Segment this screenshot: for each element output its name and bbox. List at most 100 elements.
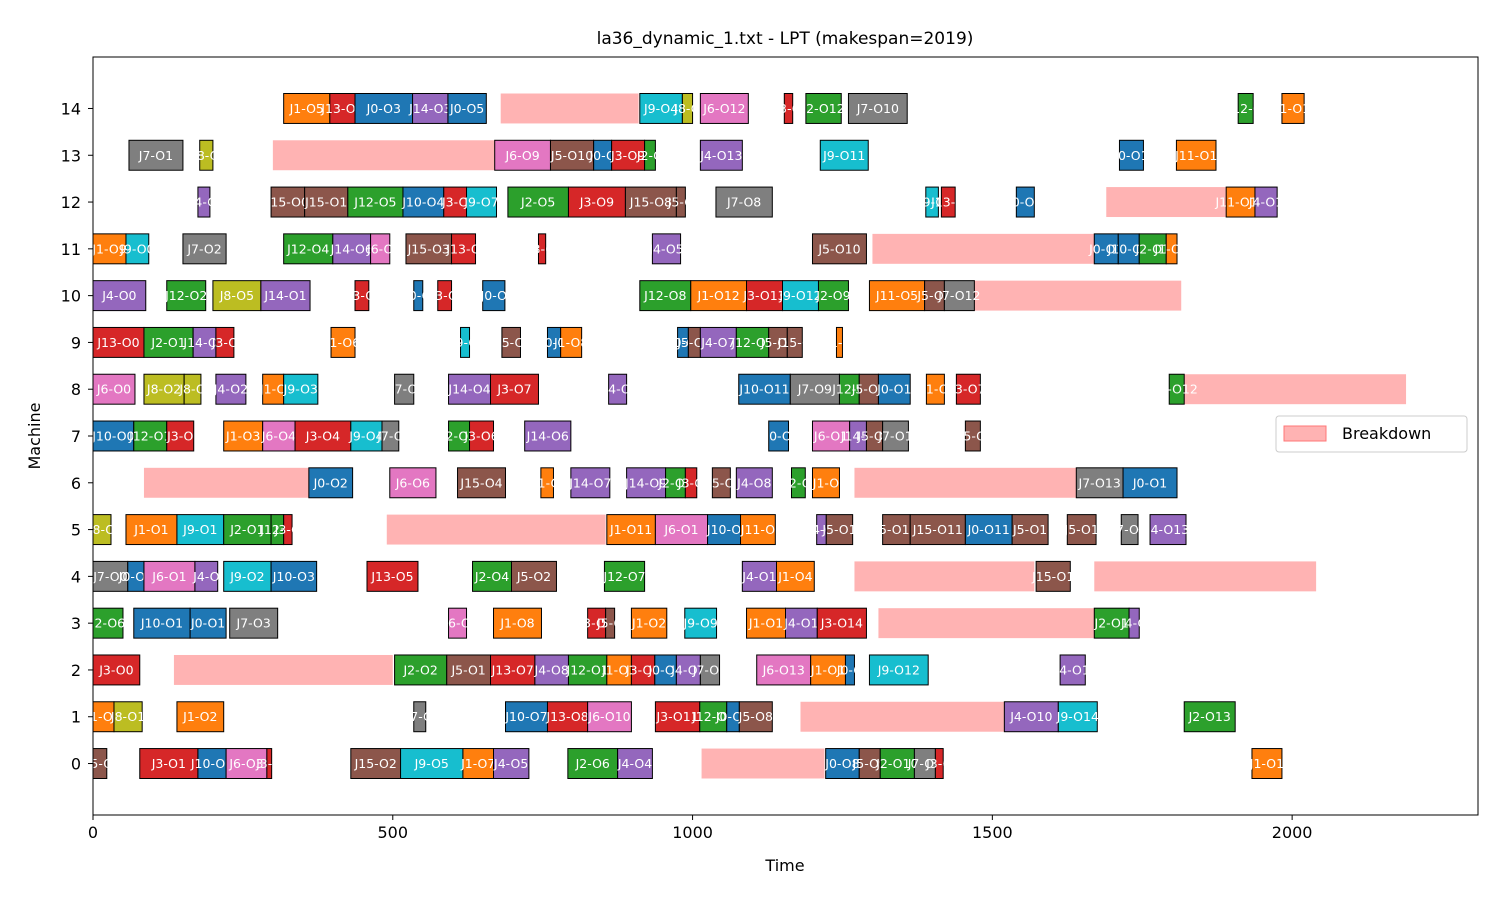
operation-label: J8-O [192,148,219,163]
operation-label: J6-O12 [702,101,745,116]
operation-label: J1-O [533,475,560,490]
operation-bar [882,420,909,452]
operation-bar [738,701,773,733]
operation-bar [567,186,626,218]
operation-bar [143,373,185,405]
operation-label: J4-O2 [213,382,248,397]
operation-label: J15-O2 [354,756,397,771]
operation-label: J4-O [1120,616,1147,631]
operation-bar [223,514,272,546]
y-tick-label: 9 [71,333,81,352]
operation-bar [639,92,683,124]
operation-bar [630,607,668,639]
operation-bar [133,607,191,639]
operation-label: J2-O [636,148,663,163]
breakdown-bar [878,608,1095,639]
operation-bar [223,420,264,452]
operation-label: J6-O [443,616,470,631]
operation-bar [176,514,225,546]
operation-label: J6-O6 [395,475,430,490]
operation-bar [92,326,145,358]
operation-bar [283,233,334,265]
operation-bar [1011,514,1049,546]
operation-label: J5-O7 [916,288,951,303]
operation-bar [810,654,846,686]
operation-label: J13-O5 [370,569,413,584]
operation-label: J5-O10 [874,522,917,537]
operation-bar [811,420,851,452]
chart-title: la36_dynamic_1.txt - LPT (makespan=2019) [597,29,974,49]
y-tick-label: 12 [61,193,81,212]
operation-bar [684,467,698,499]
operation-label: J13-O3 [320,101,363,116]
operation-label: J6-O1 [663,522,698,537]
operation-label: J6-O0 [96,382,131,397]
operation-bar [451,233,477,265]
operation-bar [294,420,352,452]
operation-label: J13-O7 [491,662,534,677]
operation-label: J5-O9 [760,335,795,350]
operation-bar [868,280,926,312]
operation-label: J5-O1 [821,522,856,537]
operation-bar [964,420,981,452]
operation-bar [603,560,646,592]
operation-bar [197,186,211,218]
x-tick-label: 2000 [1272,823,1313,842]
operation-bar [1118,139,1144,171]
operation-label: J12-O4 [286,241,329,256]
operation-label: J4-O1 [741,569,776,584]
operation-label: J5-O [959,429,986,444]
operation-label: J7-O1 [138,148,173,163]
operation-label: J10-O0 [91,429,134,444]
operation-label: J0-O8 [824,756,859,771]
operation-label: J15-O1 [1031,569,1074,584]
operation-label: J4-O [190,195,217,210]
operation-bar [735,467,773,499]
operation-label: J1-O8 [499,616,534,631]
operation-label: J2-O4 [474,569,509,584]
operation-bar [189,607,227,639]
operation-label: J1-O1 [810,662,845,677]
operation-label: J3-O9 [610,148,645,163]
operation-label: J1-O [825,335,852,350]
operation-label: J1-O1 [748,616,783,631]
operation-bar [133,420,168,452]
operation-label: J12-O1 [128,429,171,444]
operation-label: J5-O8 [738,709,773,724]
operation-label: J0-O1 [1132,475,1167,490]
operation-label: J3-O [677,475,704,490]
operation-bar [606,654,632,686]
operation-label: J2-O2 [403,662,438,677]
operation-label: J3-O [528,241,555,256]
operation-label: J1-O1 [133,522,168,537]
operation-label: J9-O3 [283,382,318,397]
operation-label: J1-O4 [777,569,812,584]
operation-bar [681,92,694,124]
operation-label: J3-O9 [579,195,614,210]
y-tick-label: 13 [61,146,81,165]
operation-bar [354,92,414,124]
operation-label: J2-O3 [441,429,476,444]
operation-bar [549,139,595,171]
operation-label: J1-O8 [553,335,588,350]
breakdown-bar [974,280,1182,311]
operation-label: J6-O1 [813,429,848,444]
operation-bar [308,467,354,499]
operation-label: J4-O1 [1248,195,1283,210]
operation-bar [611,139,646,171]
operation-label: J3-O1 [151,756,186,771]
operation-label: J4-O10 [1009,709,1052,724]
operation-label: J1-O2 [182,709,217,724]
operation-bar [128,139,184,171]
y-tick-label: 7 [71,427,81,446]
operation-bar [270,560,318,592]
operation-bar [624,186,677,218]
operation-bar [413,701,427,733]
operation-label: J1-O11 [609,522,652,537]
operation-label: J3-O9 [578,616,613,631]
operation-bar [817,280,849,312]
operation-bar [943,280,975,312]
breakdown-bar [173,654,393,685]
operation-bar [1075,467,1124,499]
y-tick-label: 2 [71,661,81,680]
